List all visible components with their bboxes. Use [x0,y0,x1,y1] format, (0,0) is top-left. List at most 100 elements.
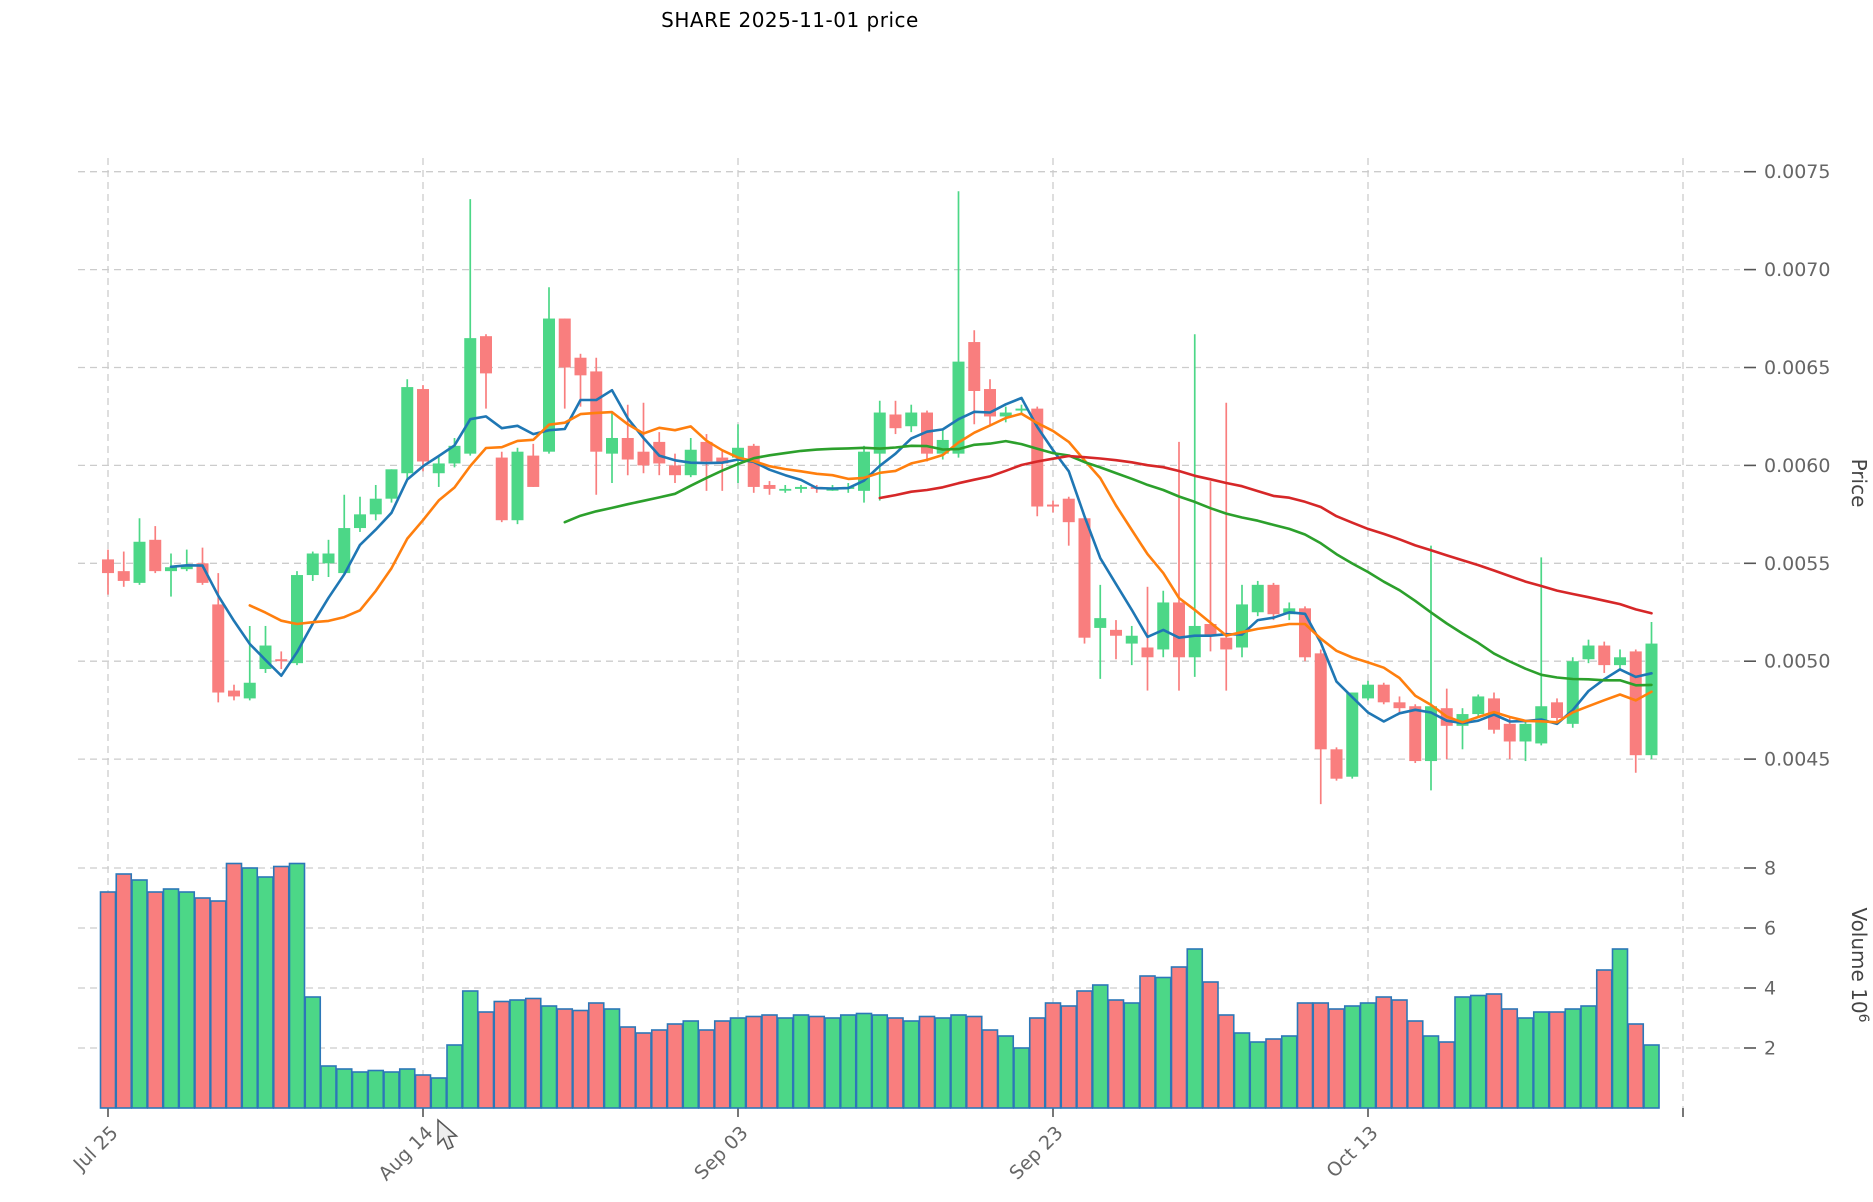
volume-bar [1028,1017,1046,1109]
volume-bar [1580,1005,1597,1109]
candle-body [432,463,445,474]
candle-body [716,457,729,464]
candle-body [905,412,918,427]
volume-bar [950,1014,967,1109]
x-tick-label: Oct 13 [1322,1122,1382,1182]
candle-body [574,357,587,376]
volume-bar [1170,966,1188,1109]
x-tick-label: Sep 03 [690,1122,752,1184]
candle-body [1173,602,1185,658]
candle-body [1047,504,1059,507]
volume-bar [666,1023,684,1109]
volume-bar [209,900,227,1109]
volume-bar [1359,1002,1377,1109]
volume-bar [509,999,526,1109]
volume-bar [729,1017,747,1109]
volume-bar [99,891,117,1109]
volume-bar [1044,1002,1062,1109]
candle-body [1157,602,1170,650]
volume-bar [934,1017,952,1109]
volume-bar [1328,1008,1345,1109]
volume-bar [981,1029,999,1109]
volume-bar [1501,1008,1519,1109]
volume-bar [1091,984,1109,1109]
volume-bar [871,1014,889,1109]
volume-bar [1233,1032,1251,1109]
volume-bar [682,1020,700,1109]
candle-body [1472,696,1485,715]
volume-bar [1548,1011,1566,1109]
x-tick-label: Jul 25 [69,1122,123,1176]
candle-body [1141,647,1154,658]
candle-body [968,342,981,391]
candle-body [606,437,618,454]
volume-bar [902,1020,920,1109]
volume-bar [1611,948,1629,1109]
chart-title: SHARE 2025-11-01 price [661,8,919,32]
candle-body [401,387,414,474]
candle-body [590,371,603,452]
volume-bar [1532,1011,1550,1109]
candle-body [1110,629,1122,636]
price-tick-label: 0.0050 [1764,651,1830,673]
candle-body [1456,714,1469,726]
volume-bar [1422,1035,1440,1109]
volume-bar [162,888,180,1109]
price-tick-label: 0.0075 [1764,161,1830,183]
volume-bar [587,1002,605,1109]
candle-body [1267,584,1280,615]
candle-body [1519,723,1532,742]
volume-bar [887,1017,904,1109]
volume-bar [698,1029,715,1109]
volume-bar [146,891,164,1109]
candle-body [1551,702,1563,718]
candle-body [779,488,792,491]
candle-body [763,484,776,489]
candle-body [354,514,366,529]
volume-bar [650,1029,668,1109]
price-tick-label: 0.0045 [1764,749,1830,771]
candle-body [228,690,240,697]
candle-body [1629,651,1642,756]
volume-bar [839,1014,857,1109]
volume-bar [776,1017,794,1109]
candle-body [369,498,382,515]
mouse-cursor [437,1118,459,1150]
candle-body [1362,684,1374,699]
candle-body [243,682,256,699]
candle-body [338,528,351,574]
candle-body [417,389,429,462]
volume-bar [1217,1014,1235,1109]
volume-bar [918,1015,936,1109]
price-tick-label: 0.0055 [1764,553,1830,575]
candle-body [889,414,902,429]
candle-body [1598,645,1611,666]
candle-body [165,567,177,572]
volume-bar [619,1026,637,1109]
candle-body [212,604,225,693]
volume-bar [1485,993,1503,1109]
volume-bar [1265,1038,1282,1109]
volume-bar [1202,981,1219,1109]
x-tick-label: Aug 14 [374,1122,437,1185]
x-tick-label: Sep 23 [1005,1122,1067,1184]
candle-body [511,451,524,521]
ma-line-30 [563,439,1653,687]
candle-body [196,563,209,583]
volume-bar [1406,1020,1424,1109]
candle-body [1346,692,1359,777]
volume-bar [635,1032,652,1109]
price-axis-title: Price [1847,459,1871,508]
volume-bar [178,891,196,1109]
volume-bar [1627,1023,1645,1109]
volume-bar [1060,1005,1078,1109]
candle-body [275,659,288,662]
candle-body [149,539,162,572]
volume-bar [477,1011,495,1109]
volume-bar [792,1014,810,1109]
volume-bar [1469,994,1487,1109]
volume-bar [808,1015,826,1109]
volume-bar [367,1069,385,1109]
candle-body [1425,706,1437,762]
